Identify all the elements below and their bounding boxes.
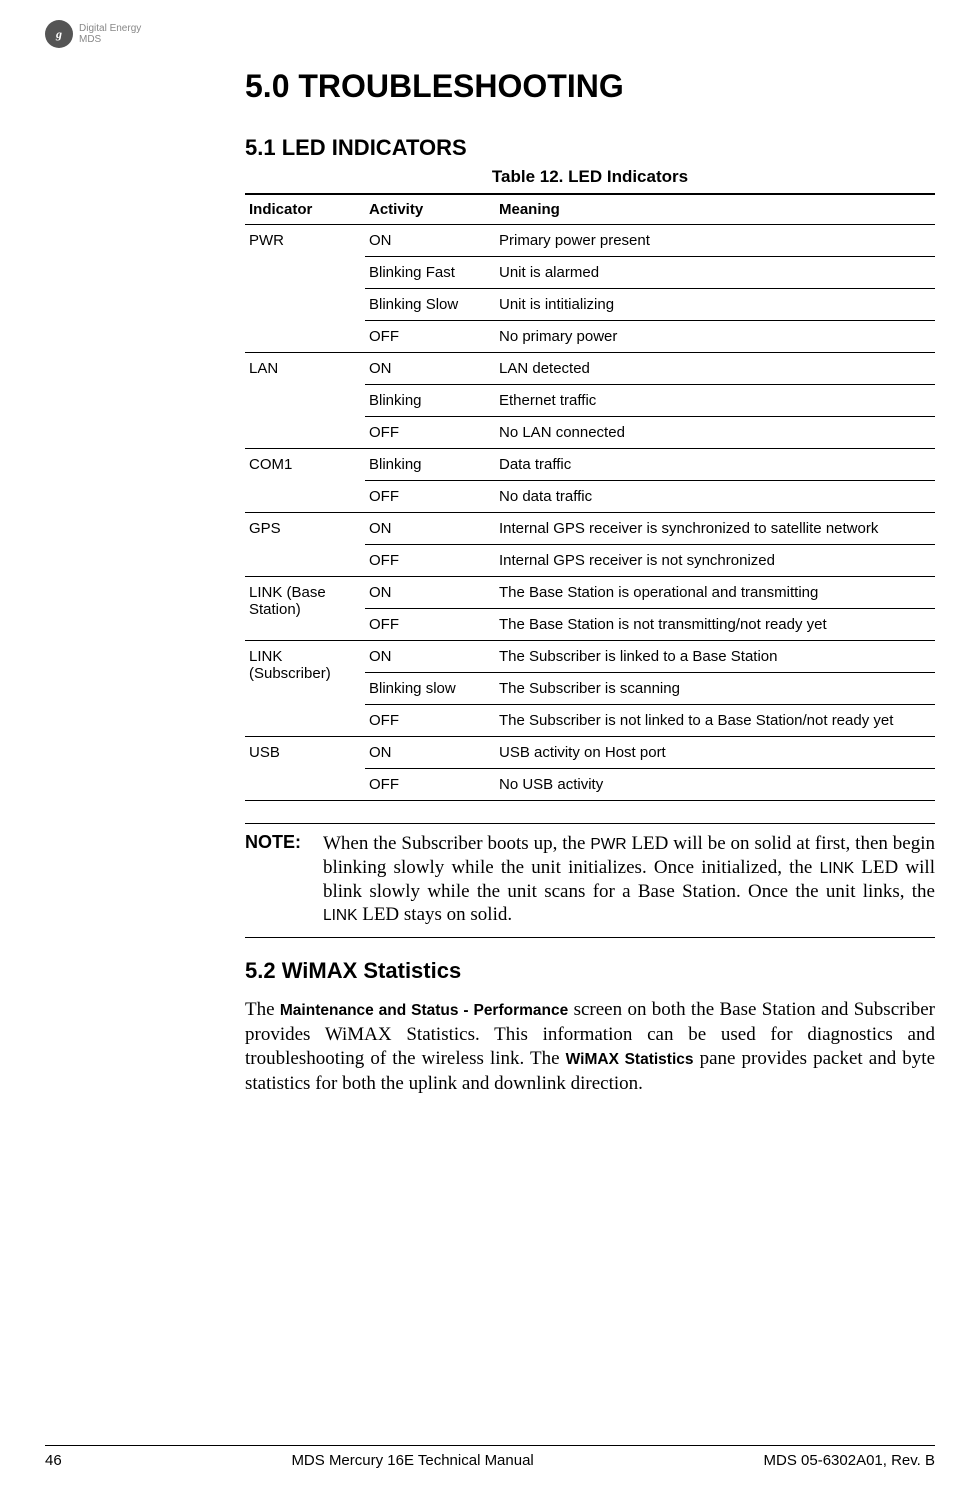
cell-meaning: Data traffic xyxy=(495,449,935,481)
page-footer: 46 MDS Mercury 16E Technical Manual MDS … xyxy=(45,1445,935,1469)
note-label: NOTE: xyxy=(245,832,315,927)
cell-meaning: No primary power xyxy=(495,321,935,353)
logo-line1: Digital Energy xyxy=(79,23,141,34)
cell-meaning: Unit is intitializing xyxy=(495,289,935,321)
cell-meaning: USB activity on Host port xyxy=(495,737,935,769)
table-caption: Table 12. LED Indicators xyxy=(245,167,935,187)
cell-indicator: PWR xyxy=(245,225,365,353)
cell-activity: OFF xyxy=(365,417,495,449)
logo: g Digital Energy MDS xyxy=(45,20,935,48)
cell-activity: Blinking Slow xyxy=(365,289,495,321)
col-meaning: Meaning xyxy=(495,194,935,225)
table-row: GPSONInternal GPS receiver is synchroniz… xyxy=(245,513,935,545)
note-seg: When the Subscriber boots up, the xyxy=(323,833,590,854)
cell-indicator: COM1 xyxy=(245,449,365,513)
table-header-row: Indicator Activity Meaning xyxy=(245,194,935,225)
cell-meaning: No LAN connected xyxy=(495,417,935,449)
note-seg: LED stays on solid. xyxy=(357,904,512,925)
note-block: NOTE: When the Subscriber boots up, the … xyxy=(245,823,935,938)
cell-meaning: Internal GPS receiver is synchronized to… xyxy=(495,513,935,545)
cell-meaning: The Subscriber is not linked to a Base S… xyxy=(495,705,935,737)
cell-activity: ON xyxy=(365,513,495,545)
table-row: COM1BlinkingData traffic xyxy=(245,449,935,481)
heading-5-0: 5.0 TROUBLESHOOTING xyxy=(245,68,935,105)
content-column: 5.0 TROUBLESHOOTING 5.1 LED INDICATORS T… xyxy=(245,68,935,1097)
table-row: USBONUSB activity on Host port xyxy=(245,737,935,769)
cell-activity: OFF xyxy=(365,609,495,641)
cell-activity: ON xyxy=(365,577,495,609)
cell-meaning: The Base Station is operational and tran… xyxy=(495,577,935,609)
table-row: LINK (Base Station)ONThe Base Station is… xyxy=(245,577,935,609)
cell-meaning: No USB activity xyxy=(495,769,935,801)
cell-activity: OFF xyxy=(365,705,495,737)
cell-indicator: LINK (Subscriber) xyxy=(245,641,365,737)
cell-indicator: LINK (Base Station) xyxy=(245,577,365,641)
note-pwr: PWR xyxy=(590,836,626,853)
cell-meaning: The Base Station is not transmitting/not… xyxy=(495,609,935,641)
logo-line2: MDS xyxy=(79,34,141,45)
note-text: When the Subscriber boots up, the PWR LE… xyxy=(323,832,935,927)
cell-meaning: Unit is alarmed xyxy=(495,257,935,289)
para-bold1: Maintenance and Status - Performance xyxy=(280,1002,568,1019)
page: g Digital Energy MDS 5.0 TROUBLESHOOTING… xyxy=(0,0,980,1495)
cell-activity: OFF xyxy=(365,769,495,801)
cell-activity: ON xyxy=(365,641,495,673)
para-5-2: The Maintenance and Status - Performance… xyxy=(245,998,935,1097)
cell-indicator: GPS xyxy=(245,513,365,577)
table-row: LANONLAN detected xyxy=(245,353,935,385)
heading-5-1: 5.1 LED INDICATORS xyxy=(245,135,935,161)
cell-activity: ON xyxy=(365,737,495,769)
para-bold2: WiMAX Statistics xyxy=(566,1051,694,1068)
cell-meaning: Primary power present xyxy=(495,225,935,257)
cell-meaning: LAN detected xyxy=(495,353,935,385)
cell-activity: Blinking xyxy=(365,449,495,481)
col-activity: Activity xyxy=(365,194,495,225)
cell-meaning: Ethernet traffic xyxy=(495,385,935,417)
monogram-text: g xyxy=(56,27,62,42)
cell-meaning: The Subscriber is linked to a Base Stati… xyxy=(495,641,935,673)
cell-meaning: Internal GPS receiver is not synchronize… xyxy=(495,545,935,577)
heading-5-2: 5.2 WiMAX Statistics xyxy=(245,958,935,984)
logo-text: Digital Energy MDS xyxy=(79,23,141,45)
cell-activity: Blinking xyxy=(365,385,495,417)
cell-indicator: USB xyxy=(245,737,365,801)
cell-activity: Blinking slow xyxy=(365,673,495,705)
led-indicators-table: Indicator Activity Meaning PWRONPrimary … xyxy=(245,193,935,801)
cell-meaning: No data traffic xyxy=(495,481,935,513)
footer-right: MDS 05-6302A01, Rev. B xyxy=(764,1452,935,1469)
cell-activity: ON xyxy=(365,353,495,385)
cell-meaning: The Subscriber is scanning xyxy=(495,673,935,705)
para-seg: The xyxy=(245,999,280,1020)
cell-activity: OFF xyxy=(365,321,495,353)
cell-activity: ON xyxy=(365,225,495,257)
note-link2: LINK xyxy=(323,907,357,924)
footer-center: MDS Mercury 16E Technical Manual xyxy=(291,1452,533,1469)
table-row: PWRONPrimary power present xyxy=(245,225,935,257)
cell-activity: Blinking Fast xyxy=(365,257,495,289)
table-row: LINK (Subscriber)ONThe Subscriber is lin… xyxy=(245,641,935,673)
cell-indicator: LAN xyxy=(245,353,365,449)
ge-monogram-icon: g xyxy=(45,20,73,48)
col-indicator: Indicator xyxy=(245,194,365,225)
cell-activity: OFF xyxy=(365,545,495,577)
note-link1: LINK xyxy=(820,860,854,877)
footer-page: 46 xyxy=(45,1452,62,1469)
cell-activity: OFF xyxy=(365,481,495,513)
